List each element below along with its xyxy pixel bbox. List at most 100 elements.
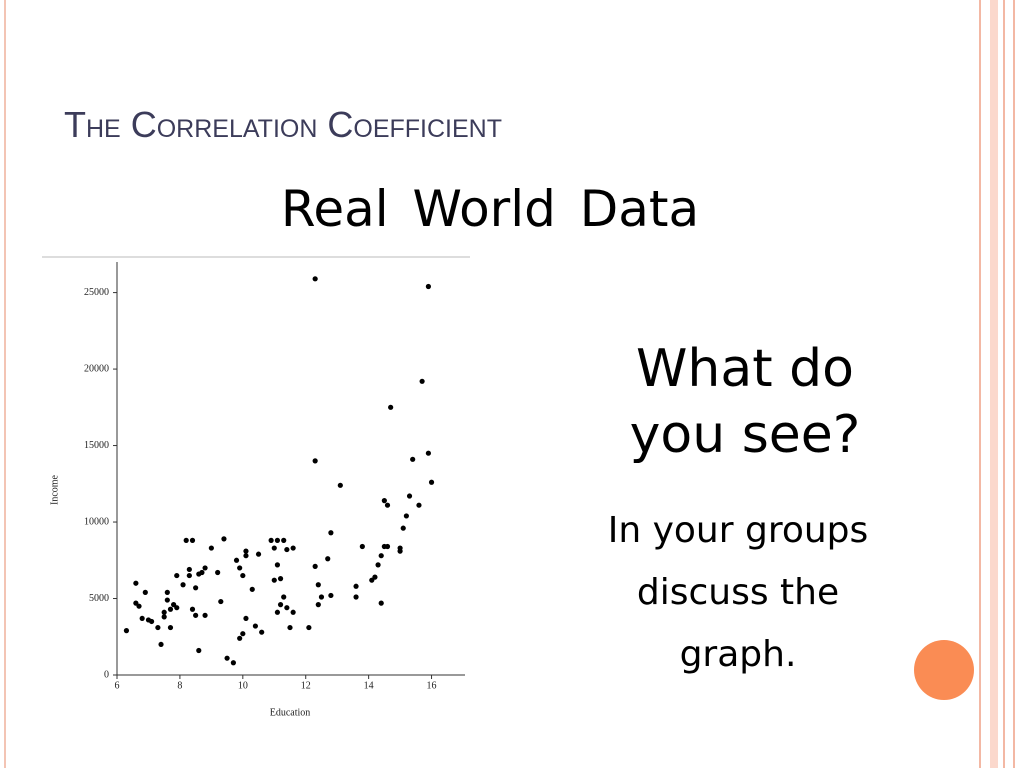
point <box>410 456 416 462</box>
point <box>277 576 284 582</box>
point <box>158 641 164 648</box>
point <box>400 525 406 531</box>
x-tick-label: 10 <box>238 680 248 691</box>
y-tick-label: 10000 <box>84 516 109 527</box>
y-tick-label: 25000 <box>84 287 109 298</box>
point <box>255 551 262 557</box>
point <box>287 624 293 631</box>
point <box>428 479 435 485</box>
point <box>230 660 236 666</box>
point <box>243 553 249 559</box>
point <box>196 647 202 654</box>
point <box>139 615 145 622</box>
point <box>375 562 381 568</box>
point <box>215 569 221 576</box>
x-tick-label: 8 <box>177 680 182 691</box>
point <box>381 498 387 504</box>
point <box>353 583 359 589</box>
point <box>306 624 312 631</box>
point <box>353 594 359 600</box>
y-tick-label: 15000 <box>84 440 109 451</box>
heading: Real World Data <box>280 180 700 238</box>
point <box>271 577 277 583</box>
y-tick-label: 20000 <box>84 363 109 374</box>
point <box>136 603 142 609</box>
y-axis-label: Income <box>49 474 60 505</box>
point <box>337 482 343 488</box>
instruction: In your groups discuss the graph. <box>607 510 869 675</box>
point <box>237 565 243 571</box>
x-tick-label: 6 <box>115 680 120 691</box>
point <box>164 597 170 603</box>
point <box>142 589 148 596</box>
point <box>384 502 391 508</box>
point <box>312 276 318 282</box>
question: What do you see? <box>629 339 861 465</box>
point <box>425 283 431 290</box>
point <box>189 606 196 612</box>
point <box>224 655 230 661</box>
point <box>237 635 243 641</box>
point <box>193 612 199 618</box>
point <box>186 572 192 579</box>
point <box>164 589 170 596</box>
point <box>284 546 290 553</box>
point <box>328 592 334 599</box>
point <box>249 586 255 592</box>
point <box>318 594 325 600</box>
point <box>406 493 413 499</box>
point <box>312 563 318 569</box>
point <box>174 572 180 579</box>
point <box>312 458 318 464</box>
point <box>202 612 208 618</box>
point <box>161 614 167 620</box>
point <box>155 624 161 631</box>
x-tick-label: 14 <box>364 680 374 691</box>
point <box>123 628 130 634</box>
x-axis-label: Education <box>270 707 311 718</box>
point <box>240 572 246 579</box>
point <box>167 624 174 631</box>
decor-circle <box>914 640 974 700</box>
point <box>133 580 139 586</box>
point <box>403 513 409 519</box>
x-tick-label: 12 <box>301 680 311 691</box>
point <box>378 553 384 559</box>
point <box>388 404 394 410</box>
point <box>174 605 180 611</box>
stripe <box>990 0 998 768</box>
point <box>161 609 167 615</box>
slide-title: The Correlation Coefficient <box>64 104 502 145</box>
point <box>425 450 431 456</box>
point <box>384 543 391 550</box>
point <box>268 537 274 543</box>
point <box>328 530 334 536</box>
point <box>277 602 284 608</box>
point <box>325 556 331 562</box>
point <box>274 609 281 615</box>
point <box>252 623 258 629</box>
point <box>416 502 422 508</box>
y-tick-label: 0 <box>104 669 109 680</box>
point <box>199 569 205 576</box>
point <box>259 629 265 635</box>
point <box>233 557 240 563</box>
point <box>202 565 208 571</box>
point <box>243 548 249 554</box>
point <box>378 600 384 606</box>
point <box>208 545 214 551</box>
y-tick-label: 5000 <box>89 593 109 604</box>
point <box>315 582 321 588</box>
point <box>315 602 321 608</box>
point <box>243 615 249 622</box>
point <box>167 606 174 612</box>
point <box>284 605 290 611</box>
point <box>274 537 281 543</box>
point <box>180 582 186 588</box>
point <box>281 594 287 600</box>
x-tick-label: 16 <box>427 680 437 691</box>
point <box>271 545 277 551</box>
point <box>372 574 378 580</box>
point <box>218 598 224 605</box>
